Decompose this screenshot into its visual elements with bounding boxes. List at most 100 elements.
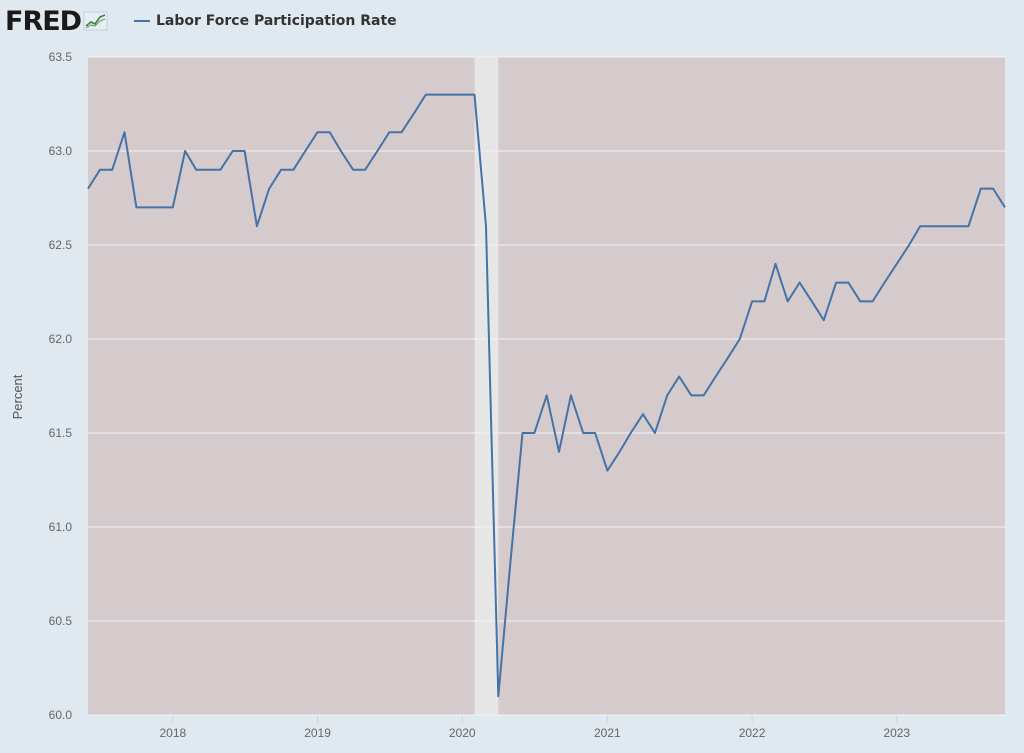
chart-header: FRED Labor Force Participation Rate bbox=[0, 0, 1024, 48]
x-tick-label: 2018 bbox=[159, 726, 186, 740]
data-point[interactable] bbox=[315, 129, 321, 135]
data-point[interactable] bbox=[472, 92, 478, 98]
data-point[interactable] bbox=[640, 411, 646, 417]
data-point[interactable] bbox=[206, 167, 212, 173]
data-point[interactable] bbox=[845, 280, 851, 286]
x-tick-label: 2022 bbox=[739, 726, 766, 740]
data-point[interactable] bbox=[544, 392, 550, 398]
data-point[interactable] bbox=[254, 223, 260, 229]
data-point[interactable] bbox=[881, 280, 887, 286]
data-point[interactable] bbox=[772, 261, 778, 267]
data-point[interactable] bbox=[604, 468, 610, 474]
recession-shading bbox=[474, 57, 499, 715]
data-point[interactable] bbox=[954, 223, 960, 229]
data-point[interactable] bbox=[688, 392, 694, 398]
data-point[interactable] bbox=[664, 392, 670, 398]
data-point[interactable] bbox=[894, 261, 900, 267]
data-point[interactable] bbox=[870, 298, 876, 304]
data-point[interactable] bbox=[978, 186, 984, 192]
data-point[interactable] bbox=[182, 148, 188, 154]
data-point[interactable] bbox=[941, 223, 947, 229]
data-point[interactable] bbox=[531, 430, 537, 436]
data-point[interactable] bbox=[158, 204, 164, 210]
gridlines bbox=[88, 56, 1005, 716]
data-point[interactable] bbox=[652, 430, 658, 436]
data-point[interactable] bbox=[833, 280, 839, 286]
data-point[interactable] bbox=[990, 186, 996, 192]
data-point[interactable] bbox=[737, 336, 743, 342]
x-tick-label: 2023 bbox=[883, 726, 910, 740]
x-tick-label: 2021 bbox=[594, 726, 621, 740]
y-tick-label: 61.5 bbox=[49, 426, 73, 440]
data-point[interactable] bbox=[85, 186, 91, 192]
data-point[interactable] bbox=[362, 167, 368, 173]
y-tick-label: 60.0 bbox=[49, 708, 73, 722]
data-point[interactable] bbox=[242, 148, 248, 154]
y-tick-label: 62.5 bbox=[49, 238, 73, 252]
series-line-labor-force-participation-rate[interactable] bbox=[87, 93, 1006, 698]
data-point[interactable] bbox=[302, 148, 308, 154]
data-point[interactable] bbox=[917, 223, 923, 229]
data-point[interactable] bbox=[133, 204, 139, 210]
data-point[interactable] bbox=[507, 562, 513, 568]
y-tick-label: 60.5 bbox=[49, 614, 73, 628]
data-point[interactable] bbox=[628, 430, 634, 436]
data-point[interactable] bbox=[423, 92, 429, 98]
data-point[interactable] bbox=[290, 167, 296, 173]
data-point[interactable] bbox=[1002, 204, 1008, 210]
data-point[interactable] bbox=[556, 449, 562, 455]
data-point[interactable] bbox=[447, 92, 453, 98]
data-point[interactable] bbox=[350, 167, 356, 173]
data-point[interactable] bbox=[797, 280, 803, 286]
y-tick-label: 62.0 bbox=[49, 332, 73, 346]
y-tick-label: 63.5 bbox=[49, 50, 73, 64]
legend-label: Labor Force Participation Rate bbox=[156, 13, 397, 29]
data-point[interactable] bbox=[495, 693, 501, 699]
data-point[interactable] bbox=[821, 317, 827, 323]
data-point[interactable] bbox=[278, 167, 284, 173]
data-point[interactable] bbox=[568, 392, 574, 398]
data-point[interactable] bbox=[929, 223, 935, 229]
data-point[interactable] bbox=[725, 355, 731, 361]
fred-logo[interactable]: FRED bbox=[5, 5, 109, 37]
data-point[interactable] bbox=[109, 167, 115, 173]
data-point[interactable] bbox=[676, 374, 682, 380]
y-axis-label: Percent bbox=[10, 374, 25, 419]
data-point[interactable] bbox=[483, 223, 489, 229]
data-point[interactable] bbox=[374, 148, 380, 154]
data-point[interactable] bbox=[170, 204, 176, 210]
y-tick-label: 61.0 bbox=[49, 520, 73, 534]
data-point[interactable] bbox=[857, 298, 863, 304]
data-point[interactable] bbox=[327, 129, 333, 135]
data-point[interactable] bbox=[713, 374, 719, 380]
data-point[interactable] bbox=[592, 430, 598, 436]
data-point[interactable] bbox=[761, 298, 767, 304]
data-point[interactable] bbox=[520, 430, 526, 436]
data-point[interactable] bbox=[97, 167, 103, 173]
fred-chart-mark-icon bbox=[83, 11, 108, 31]
data-point[interactable] bbox=[435, 92, 441, 98]
data-point[interactable] bbox=[399, 129, 405, 135]
data-point[interactable] bbox=[906, 242, 912, 248]
data-point[interactable] bbox=[411, 110, 417, 116]
data-point[interactable] bbox=[749, 298, 755, 304]
data-point[interactable] bbox=[338, 148, 344, 154]
data-point[interactable] bbox=[266, 186, 272, 192]
data-point[interactable] bbox=[146, 204, 152, 210]
data-point[interactable] bbox=[193, 167, 199, 173]
data-point[interactable] bbox=[386, 129, 392, 135]
data-point[interactable] bbox=[459, 92, 465, 98]
data-point[interactable] bbox=[966, 223, 972, 229]
fred-logo-text: FRED bbox=[5, 5, 82, 37]
data-point[interactable] bbox=[580, 430, 586, 436]
data-point[interactable] bbox=[617, 449, 623, 455]
data-point[interactable] bbox=[217, 167, 223, 173]
data-point[interactable] bbox=[809, 298, 815, 304]
data-point[interactable] bbox=[785, 298, 791, 304]
chart-legend[interactable]: Labor Force Participation Rate bbox=[134, 13, 397, 29]
plot-background bbox=[88, 57, 1005, 715]
data-point[interactable] bbox=[701, 392, 707, 398]
data-point[interactable] bbox=[121, 129, 127, 135]
data-point[interactable] bbox=[230, 148, 236, 154]
